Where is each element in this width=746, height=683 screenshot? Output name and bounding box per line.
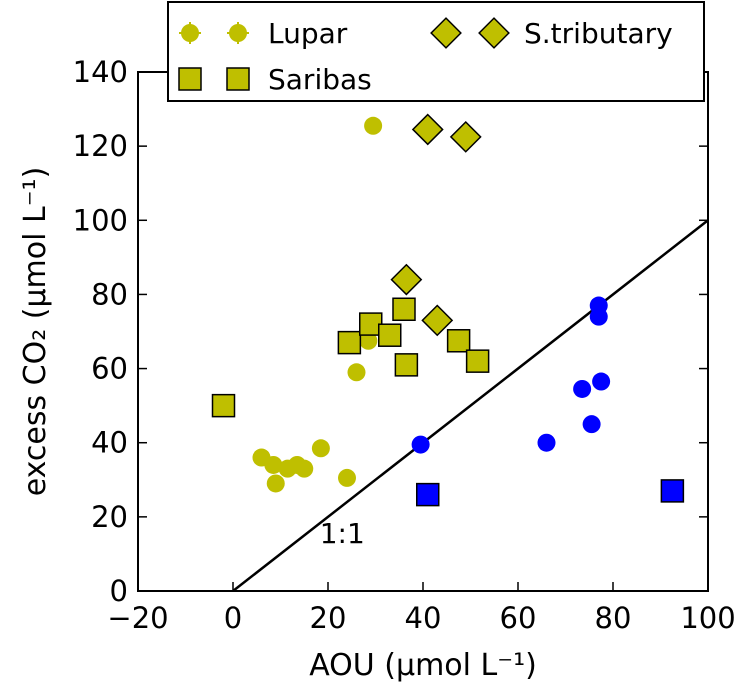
y-tick-label: 80	[91, 277, 128, 311]
data-point	[378, 323, 402, 347]
plot-area: 1:1	[211, 113, 708, 591]
data-point	[364, 116, 383, 135]
x-tick-label: 80	[595, 601, 632, 635]
legend-marker	[178, 67, 202, 91]
data-point	[449, 120, 482, 153]
x-tick-label: 60	[500, 601, 537, 635]
data-point	[411, 435, 430, 454]
legend-marker	[478, 17, 510, 49]
legend-entry-lupar: Lupar	[179, 17, 348, 50]
data-point	[392, 297, 416, 322]
data-point	[416, 482, 440, 507]
data-point	[295, 459, 314, 478]
data-point	[592, 372, 611, 391]
data-point	[359, 331, 378, 350]
legend: Lupar Saribas S.tributary	[167, 1, 705, 102]
x-tick-label: −20	[107, 601, 168, 635]
data-point	[211, 393, 236, 418]
reference-line-1-1	[232, 219, 708, 591]
data-point	[347, 363, 366, 382]
legend-marker	[181, 24, 199, 42]
legend-marker	[430, 17, 462, 49]
y-axis-label: excess CO₂ (μmol L⁻¹)	[18, 167, 53, 497]
data-point	[264, 455, 283, 474]
data-point	[421, 304, 454, 337]
data-point	[311, 439, 330, 458]
legend-marker	[229, 24, 247, 42]
data-point	[537, 433, 556, 452]
data-point	[337, 330, 362, 355]
legend-entry-s-tributary: S.tributary	[430, 17, 673, 50]
x-tick-label: 0	[224, 601, 242, 635]
y-tick-label: 120	[73, 129, 128, 163]
data-point	[394, 353, 419, 377]
y-tick-label: 140	[73, 55, 128, 89]
data-point	[582, 415, 601, 434]
legend-marker	[226, 67, 250, 91]
y-tick-label: 40	[91, 426, 128, 460]
y-tick-label: 0	[110, 574, 128, 608]
y-tick-label: 20	[91, 500, 128, 534]
series-lupar	[252, 116, 383, 493]
y-tick-label: 60	[91, 352, 128, 386]
legend-box	[167, 1, 705, 102]
x-tick-label: 40	[405, 601, 442, 635]
x-tick-label: 100	[680, 601, 735, 635]
data-point	[589, 307, 608, 326]
x-axis-label: AOU (μmol L⁻¹)	[309, 648, 537, 683]
series-unnamed-4	[416, 479, 685, 507]
data-point	[660, 479, 685, 503]
data-point	[446, 329, 471, 353]
legend-label: Lupar	[268, 17, 348, 50]
series-unnamed-3	[411, 296, 611, 454]
data-point	[266, 474, 285, 493]
legend-entry-saribas: Saribas	[178, 63, 372, 96]
axes-frame	[137, 71, 709, 592]
legend-label: Saribas	[268, 63, 372, 96]
data-point	[411, 113, 444, 146]
data-point	[390, 263, 423, 296]
y-tick-label: 100	[73, 203, 128, 237]
data-point	[465, 349, 490, 373]
series-s-tributary	[390, 113, 482, 337]
x-tick-label: 20	[310, 601, 347, 635]
annotation-label: 1:1	[320, 517, 365, 550]
series-saribas	[211, 297, 490, 418]
legend-label: S.tributary	[524, 17, 673, 50]
data-point	[338, 468, 356, 487]
data-point	[573, 379, 592, 398]
